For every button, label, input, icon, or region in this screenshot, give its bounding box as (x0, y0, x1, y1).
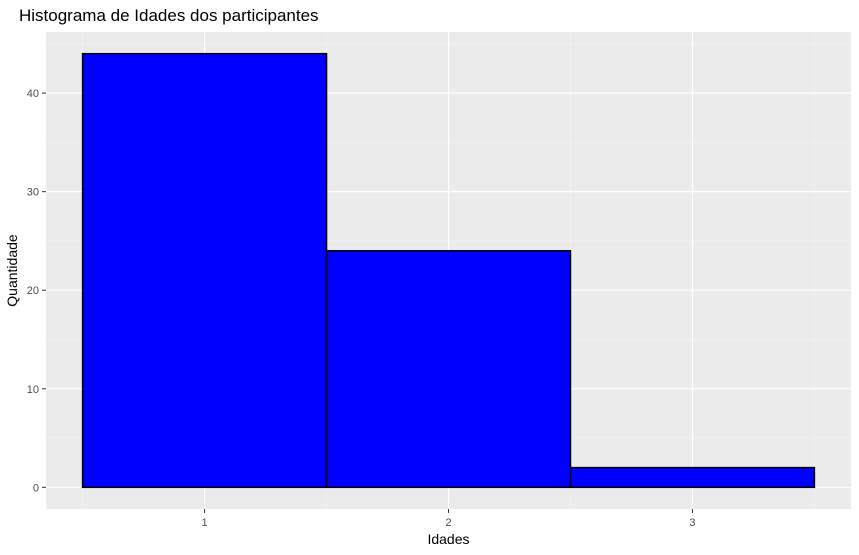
y-axis-title: Quantidade (4, 234, 20, 307)
x-axis: 1 2 3 (201, 509, 696, 529)
y-tick-label: 30 (27, 187, 39, 199)
x-tick-label: 3 (689, 517, 695, 529)
y-axis: 0 10 20 30 40 (27, 88, 46, 494)
bars (81, 52, 816, 489)
histogram-bar-3 (569, 466, 816, 489)
chart-title: Histograma de Idades dos participantes (19, 6, 319, 25)
y-tick-label: 10 (27, 384, 39, 396)
x-tick-label: 2 (445, 517, 451, 529)
x-tick-label: 1 (201, 517, 207, 529)
y-tick-label: 40 (27, 88, 39, 100)
y-tick-label: 20 (27, 285, 39, 297)
x-axis-title: Idades (427, 531, 469, 547)
y-tick-label: 0 (33, 482, 39, 494)
histogram-bar-2 (325, 250, 572, 489)
histogram-bar-1 (81, 52, 328, 489)
